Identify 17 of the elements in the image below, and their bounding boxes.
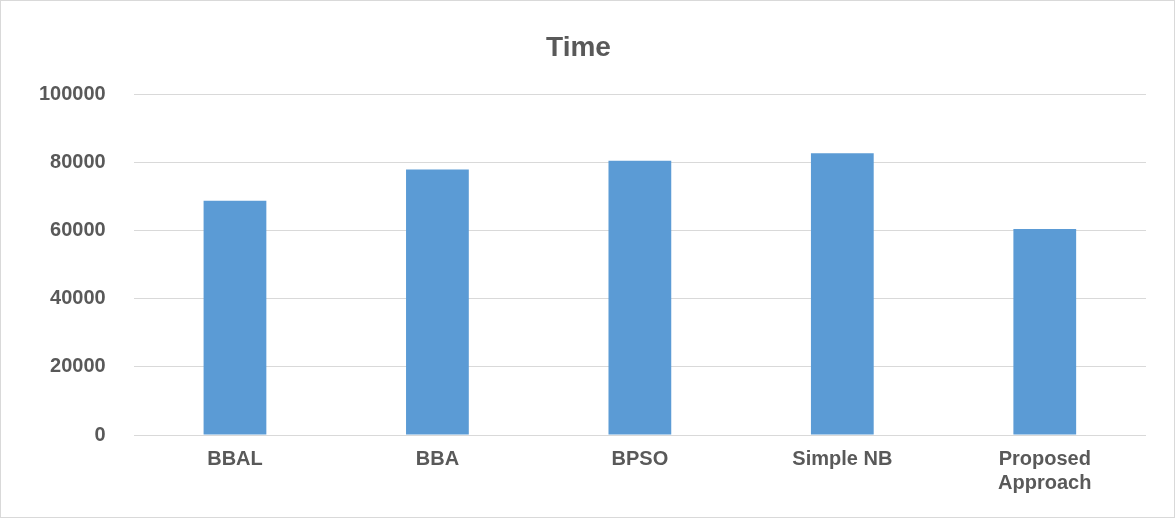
y-tick-label: 40000 [50, 286, 106, 309]
y-tick-label: 0 [94, 422, 106, 445]
x-tick-label: BBA [415, 446, 460, 469]
x-tick-label: BPSO [611, 446, 669, 469]
y-tick-label: 60000 [50, 218, 106, 241]
x-tick-label: Proposed Approach [998, 446, 1092, 493]
x-tick-label: Simple NB [792, 446, 893, 469]
x-tick-label: BBAL [207, 446, 263, 469]
bar [810, 153, 874, 435]
chart-title: Time [546, 30, 611, 62]
bar [1013, 229, 1077, 435]
bar [608, 160, 672, 435]
y-tick-label: 20000 [50, 354, 106, 377]
bar [203, 200, 267, 435]
y-tick-label: 80000 [50, 150, 106, 173]
y-tick-label: 100000 [38, 82, 106, 105]
bar [406, 169, 469, 435]
